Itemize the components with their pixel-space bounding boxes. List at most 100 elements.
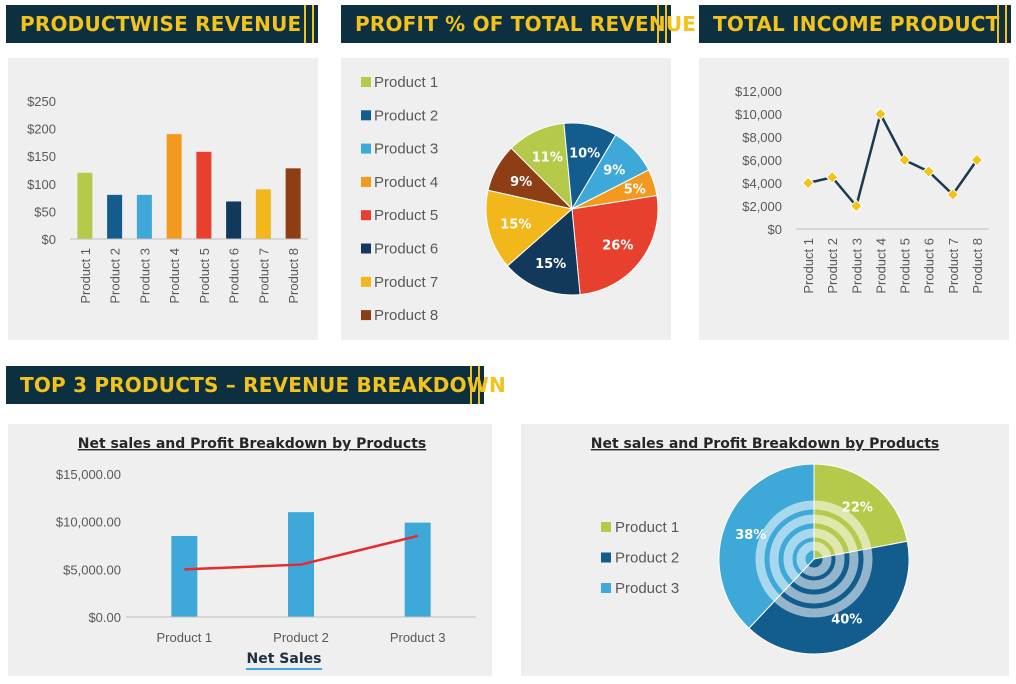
y-tick-label: $12,000 [735,84,782,99]
x-tick-label: Product 8 [970,238,985,294]
legend-label: Product 3 [615,580,679,597]
header-productwise-revenue: PRODUCTWISE REVENUE [6,5,318,43]
header-top3: TOP 3 PRODUCTS – REVENUE BREAKDOWN [6,366,506,404]
y-tick-label: $10,000.00 [56,515,121,530]
bar [255,189,271,239]
pie-value-label: 38% [735,528,766,543]
header-accent [304,5,314,43]
legend-label: Product 1 [615,519,679,536]
legend-label: Product 8 [374,307,438,324]
top3-pie-chart: Net sales and Profit Breakdown by Produc… [591,436,939,655]
legend-label: Product 2 [615,550,679,567]
y-tick-label: $250 [27,94,56,109]
productwise-revenue-chart: $0 $50 $100 $150 $200 $250 Product 1 Product 2 P… [27,94,308,304]
bar [226,201,242,239]
data-point-marker [922,165,936,178]
pie-slice [506,207,581,296]
pie-slice [487,147,574,210]
x-tick-label: Product 2 [273,630,329,645]
y-tick-label: $0 [768,222,782,237]
bar [77,172,93,239]
legend-swatch [361,77,371,87]
y-tick-label: $5,000.00 [63,562,121,577]
legend-swatch [361,310,371,321]
data-point-marker [970,153,984,167]
pie-value-label: 5% [624,183,646,198]
x-axis-title: Net Sales [247,651,322,667]
series-line [184,534,418,571]
x-tick-label: Product 8 [286,248,301,304]
legend-label: Product 3 [374,141,438,158]
pie-value-label: 26% [602,239,633,254]
legend-swatch [361,176,371,187]
x-tick-label: Product 3 [390,630,446,645]
y-tick-label: $200 [27,122,56,137]
panel-productwise-revenue: $0 $50 $100 $150 $200 $250 Product 1 Product 2 P… [8,58,318,340]
pie-slice [718,463,815,629]
pie-slice [813,463,908,560]
y-tick-label: $0.00 [88,610,121,625]
panel-top3-pie: Net sales and Profit Breakdown by Produc… [521,424,1009,676]
data-point-marker [801,176,815,190]
data-point-marker [898,153,911,167]
y-tick-label: $100 [27,177,56,192]
x-tick-label: Product 2 [825,238,840,294]
bar [285,168,301,239]
x-tick-label: Product 7 [256,248,271,304]
x-tick-label: Product 4 [873,238,888,294]
panel-profit-pct: Product 1 Product 2 Product 3 Product 4 Prod… [341,58,671,340]
profit-pct-chart: Product 1 Product 2 Product 3 Product 4 Prod… [361,74,659,324]
panel-total-income: $0 $2,000 $4,000 $6,000 $8,000 $10,000 $12,000… [699,58,1009,340]
bar [171,535,198,617]
x-tick-label: Product 1 [157,630,213,645]
pie-value-label: 15% [535,257,566,272]
bar [136,194,152,239]
decorative-ring [755,500,873,618]
data-point-marker [874,107,887,121]
header-title: TOTAL INCOME PRODUCT [713,12,1000,36]
bar [166,134,182,239]
x-tick-label: Product 1 [78,248,93,304]
chart-title: Net sales and Profit Breakdown by Produc… [78,436,426,452]
legend-label: Product 6 [374,241,438,258]
pie-value-label: 40% [831,613,862,628]
pie-value-label: 11% [532,151,563,166]
data-point-marker [849,199,863,213]
x-tick-label: Product 3 [137,248,152,304]
top3-bar-line-chart: Net sales and Profit Breakdown by Produc… [56,436,476,670]
legend-label: Product 1 [374,74,438,91]
x-tick-label: Product 2 [108,248,123,304]
legend-swatch [361,276,371,287]
legend-swatch [361,110,371,121]
data-point-marker [946,188,960,201]
header-total-income: TOTAL INCOME PRODUCT [699,5,1011,43]
header-accent [657,5,667,43]
bar [107,194,123,239]
legend-label: Product 7 [374,274,438,291]
y-tick-label: $6,000 [742,153,782,168]
x-tick-label: Product 5 [898,238,913,294]
pie-slice [571,194,659,296]
legend-swatch [601,552,611,563]
chart-title: Net sales and Profit Breakdown by Produc… [591,436,939,452]
x-tick-label: Product 4 [167,248,182,304]
y-tick-label: $0 [42,232,56,247]
x-tick-label: Product 7 [946,238,961,294]
pie-value-label: 15% [500,217,531,232]
panel-top3-bar-line: Net sales and Profit Breakdown by Produc… [8,424,492,676]
header-title: PRODUCTWISE REVENUE [20,12,302,36]
series-line [807,110,978,209]
y-tick-label: $10,000 [735,107,782,122]
pie-slice [485,189,574,267]
decorative-ring [769,514,859,604]
decorative-ring [796,541,832,577]
legend-swatch [361,243,371,254]
legend-swatch [361,143,371,154]
legend-swatch [601,522,611,532]
y-tick-label: $2,000 [742,199,782,214]
x-tick-label: Product 1 [801,238,816,294]
y-tick-label: $15,000.00 [56,467,121,482]
y-tick-label: $4,000 [742,176,782,191]
x-tick-label: Product 6 [922,238,937,294]
y-tick-label: $8,000 [742,130,782,145]
